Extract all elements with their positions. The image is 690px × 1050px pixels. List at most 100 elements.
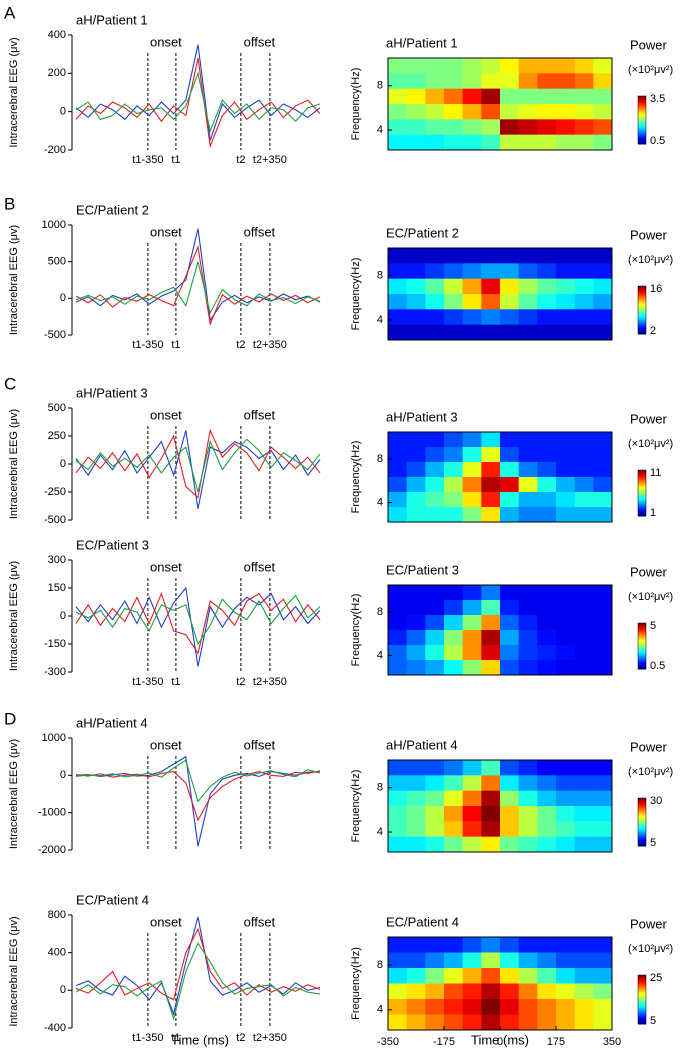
heatmap-cell	[537, 58, 557, 74]
heatmap-cell	[574, 58, 594, 74]
colorbar-step	[638, 129, 646, 132]
heatmap-cell	[556, 73, 576, 90]
colorbar-step	[638, 825, 646, 828]
heatmap-cell	[556, 119, 576, 136]
heatmap-cell	[500, 600, 520, 616]
event-label: t2+350	[253, 154, 287, 166]
colorbar-step	[638, 102, 646, 105]
heatmap-cell	[462, 119, 482, 136]
heatmap-cell	[518, 462, 538, 478]
colorbar-step	[638, 497, 646, 500]
x-axis-label: Time (ms)	[471, 1032, 529, 1047]
heatmap-cell	[444, 309, 464, 326]
heatmap-cell	[574, 615, 594, 631]
annotation: offset	[244, 914, 276, 929]
heatmap-cell	[537, 983, 557, 1000]
colorbar-step	[638, 635, 646, 638]
colorbar-step	[638, 842, 646, 845]
heatmap-cell	[593, 263, 613, 280]
heatmap-cell	[481, 600, 501, 616]
heatmap-cell	[481, 821, 501, 838]
heatmap-cell	[444, 790, 464, 807]
y-tick-label: -500	[44, 329, 66, 341]
annotation: offset	[244, 407, 276, 422]
heatmap-cell	[481, 492, 501, 508]
eeg-trace	[75, 594, 321, 646]
heatmap-cell	[444, 999, 464, 1015]
heatmap-cell	[462, 492, 482, 508]
heatmap-cell	[462, 836, 482, 853]
y-tick-label: 1000	[42, 219, 66, 231]
annotation: onset	[150, 737, 182, 752]
colorbar-step	[638, 984, 646, 987]
heatmap-cell	[574, 775, 594, 792]
colorbar-step	[638, 313, 646, 316]
heatmap-cell	[593, 1014, 613, 1031]
heatmap-cell	[593, 447, 613, 463]
heatmap-cell	[500, 309, 520, 326]
colorbar-step	[638, 139, 646, 142]
panel-title: EC/Patient 2	[386, 225, 459, 240]
heatmap-cell	[500, 585, 520, 601]
event-label: t1	[171, 154, 180, 166]
heatmap-cell	[406, 432, 426, 448]
heatmap-cell	[425, 645, 445, 661]
heatmap-cell	[574, 324, 594, 341]
heatmap-cell	[537, 309, 557, 326]
heatmap-cell	[425, 324, 445, 341]
heatmap-cell	[593, 119, 613, 136]
colorbar-min: 5	[650, 1015, 656, 1027]
eeg-trace	[75, 44, 321, 141]
panel-title: aH/Patient 1	[76, 12, 148, 27]
heatmap-cell	[500, 821, 520, 838]
heatmap-cell	[444, 88, 464, 105]
event-label: t1-350	[132, 676, 163, 688]
heatmap-cell	[537, 836, 557, 853]
heatmap-cell	[406, 447, 426, 463]
heatmap-cell	[388, 952, 408, 969]
event-label: t2+350	[253, 1032, 287, 1044]
heatmap-cell	[593, 324, 613, 341]
heatmap-cell	[481, 615, 501, 631]
heatmap-cell	[444, 836, 464, 853]
y-tick-label: 500	[48, 402, 66, 414]
heatmap-cell	[574, 294, 594, 310]
heatmap-cell	[518, 645, 538, 661]
heatmap-cell	[425, 615, 445, 631]
panel-title: aH/Patient 3	[386, 409, 458, 424]
heatmap-cell	[574, 263, 594, 280]
heatmap-cell	[500, 88, 520, 105]
heatmap-cell	[518, 775, 538, 792]
heatmap-cell	[556, 660, 576, 676]
heatmap-cell	[537, 134, 557, 151]
colorbar-min: 0.5	[650, 660, 665, 672]
heatmap-cell	[444, 1014, 464, 1031]
colorbar-step	[638, 319, 646, 322]
heatmap-cell	[406, 119, 426, 136]
colorbar-unit: (×10²μv²)	[628, 254, 673, 266]
event-label: t2+350	[253, 339, 287, 351]
heatmap-cell	[537, 294, 557, 310]
heatmap-cell	[574, 462, 594, 478]
y-tick-label: 8	[377, 782, 383, 794]
colorbar-step	[638, 488, 646, 491]
panel-title: EC/Patient 3	[76, 537, 149, 552]
heatmap-cell	[518, 88, 538, 105]
y-axis-label: Frequency(Hz)	[350, 594, 362, 667]
colorbar-step	[638, 514, 646, 517]
panel-letter: A	[4, 3, 16, 22]
heatmap-cell	[481, 937, 501, 953]
colorbar-step	[638, 798, 646, 801]
heatmap-cell	[481, 263, 501, 280]
heatmap-cell	[444, 58, 464, 74]
colorbar-step	[638, 329, 646, 332]
colorbar-step	[638, 508, 646, 511]
heatmap-cell	[574, 134, 594, 151]
heatmap-cell	[425, 999, 445, 1015]
heatmap-cell	[388, 134, 408, 151]
colorbar-step	[638, 834, 646, 837]
heatmap-cell	[556, 294, 576, 310]
heatmap-cell	[444, 585, 464, 601]
heatmap-cell	[593, 937, 613, 953]
